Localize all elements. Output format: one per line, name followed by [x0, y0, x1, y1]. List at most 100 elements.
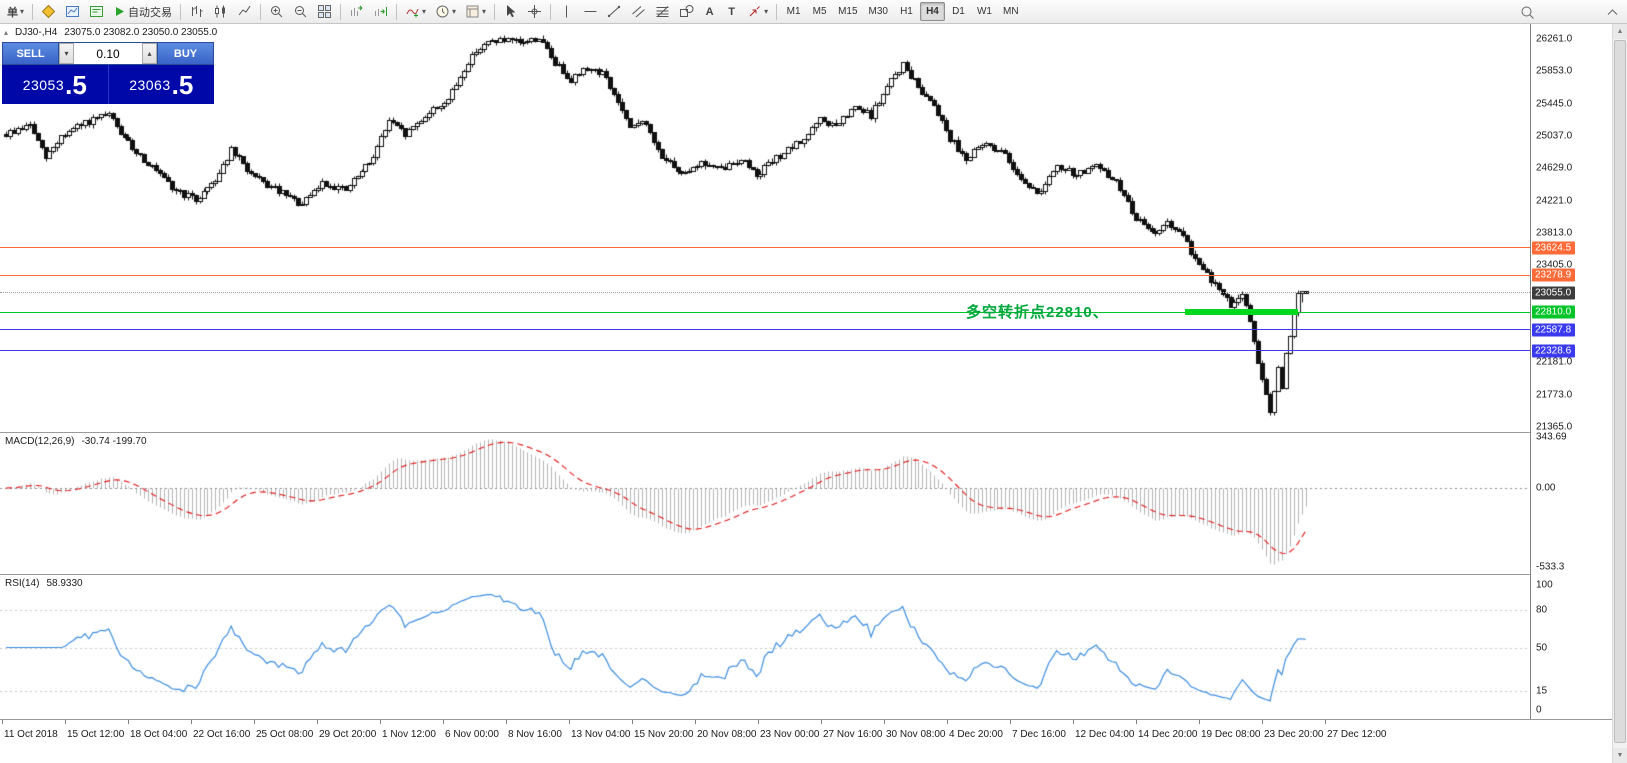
sell-price-main: 23053	[22, 76, 65, 93]
tile-windows-icon	[317, 4, 332, 19]
buy-button[interactable]: BUY	[157, 42, 214, 65]
arrows-button[interactable]: ▾	[743, 2, 772, 22]
price-tag-23624.5: 23624.5	[1532, 241, 1576, 255]
channel-button[interactable]	[627, 2, 650, 22]
main-chart-canvas[interactable]	[0, 24, 1530, 432]
data-window-icon	[65, 4, 80, 19]
community-icon	[41, 4, 56, 19]
symbol-header: ▴ DJ30-,H4 23075.0 23082.0 23050.0 23055…	[4, 27, 217, 38]
auto-scroll-button[interactable]	[345, 2, 368, 22]
volume-increase-button[interactable]: ▴	[142, 43, 157, 64]
candlestick-chart-button[interactable]	[209, 2, 232, 22]
search-icon	[1520, 5, 1535, 20]
scroll-up-button[interactable]: ▲	[1613, 24, 1627, 39]
macd-axis-label: 0.00	[1536, 482, 1556, 494]
indicators-button[interactable]: ▾	[401, 2, 430, 22]
cursor-button[interactable]	[499, 2, 522, 22]
timeframe-m5[interactable]: M5	[807, 2, 832, 21]
data-window-button[interactable]	[61, 2, 84, 22]
annotation-text: 多空转折点22810、	[966, 304, 1109, 321]
pane-separator[interactable]	[0, 574, 1612, 575]
play-icon	[113, 5, 126, 18]
price-tick: 21773.0	[1536, 389, 1573, 401]
rsi-value: 58.9330	[46, 578, 83, 589]
timeframe-h4[interactable]: H4	[919, 2, 945, 21]
timeframe-w1[interactable]: W1	[972, 2, 997, 21]
periods-button[interactable]: ▾	[431, 2, 460, 22]
price-tick: 21365.0	[1536, 421, 1573, 433]
buy-price[interactable]: 23063.5	[107, 65, 215, 104]
text-tool-button[interactable]: A	[699, 2, 720, 22]
crosshair-icon	[527, 4, 542, 19]
zoom-out-button[interactable]	[289, 2, 312, 22]
price-tag-22810.0: 22810.0	[1532, 305, 1576, 319]
line-chart-button[interactable]	[233, 2, 256, 22]
vertical-line-icon	[559, 4, 574, 19]
search-button[interactable]	[1516, 2, 1539, 22]
vertical-scrollbar[interactable]: ▲ ▼	[1612, 24, 1627, 763]
timeframe-m15[interactable]: M15	[833, 2, 862, 21]
timeframe-h1[interactable]: H1	[894, 2, 919, 21]
time-tick	[1010, 720, 1011, 724]
trendline-button[interactable]	[603, 2, 626, 22]
caret-down-icon: ▾	[452, 6, 457, 16]
macd-canvas[interactable]	[0, 433, 1530, 574]
timeframe-mn[interactable]: MN	[998, 2, 1024, 21]
time-tick	[947, 720, 948, 724]
time-label: 18 Oct 04:00	[130, 729, 188, 740]
time-tick	[884, 720, 885, 724]
toolbar-separator	[550, 3, 552, 20]
volume-decrease-button[interactable]: ▾	[59, 43, 74, 64]
zoom-in-button[interactable]	[265, 2, 288, 22]
fibonacci-button[interactable]	[651, 2, 674, 22]
sell-price[interactable]: 23053.5	[2, 65, 108, 104]
time-tick	[1262, 720, 1263, 724]
time-tick	[443, 720, 444, 724]
timeframe-d1[interactable]: D1	[946, 2, 971, 21]
time-label: 15 Oct 12:00	[67, 729, 125, 740]
time-tick	[821, 720, 822, 724]
collapse-toolbar-button[interactable]	[1601, 2, 1624, 22]
rsi-label: RSI(14) 58.9330	[5, 578, 83, 589]
templates-button[interactable]: ▾	[461, 2, 490, 22]
navigator-button[interactable]	[85, 2, 108, 22]
time-axis[interactable]: 11 Oct 2018 15 Oct 12:00 18 Oct 04:00 22 Oc…	[0, 720, 1612, 763]
new-order-button[interactable]: 单 ▾	[3, 2, 28, 22]
bar-chart-button[interactable]	[185, 2, 208, 22]
time-label: 1 Nov 12:00	[382, 729, 436, 740]
pane-separator[interactable]	[0, 719, 1612, 720]
macd-axis-label: -533.3	[1536, 561, 1565, 573]
indicators-icon	[405, 4, 420, 19]
time-label: 19 Dec 08:00	[1201, 729, 1261, 740]
macd-name: MACD(12,26,9)	[5, 436, 75, 447]
scroll-down-button[interactable]: ▼	[1613, 748, 1627, 763]
crosshair-button[interactable]	[523, 2, 546, 22]
chart-shift-icon	[373, 4, 388, 19]
community-button[interactable]	[37, 2, 60, 22]
chart-shift-button[interactable]	[369, 2, 392, 22]
horizontal-line-button[interactable]	[579, 2, 602, 22]
rsi-name: RSI(14)	[5, 578, 40, 589]
auto-trading-button[interactable]: 自动交易	[109, 2, 176, 22]
buy-price-frac: .5	[171, 69, 194, 100]
shapes-button[interactable]	[675, 2, 698, 22]
navigator-icon	[89, 4, 104, 19]
sell-button[interactable]: SELL	[2, 42, 59, 65]
label-tool-button[interactable]: T	[721, 2, 742, 22]
pane-separator[interactable]	[0, 432, 1612, 433]
arrow-object-icon	[747, 4, 762, 19]
timeframe-m1[interactable]: M1	[781, 2, 806, 21]
time-label: 25 Oct 08:00	[256, 729, 314, 740]
one-click-trading-panel: SELL ▾ 0.10 ▴ BUY 23053.5 23063.5	[2, 42, 214, 104]
macd-label: MACD(12,26,9) -30.74 -199.70	[5, 436, 147, 447]
volume-input[interactable]: 0.10	[96, 46, 120, 61]
tile-windows-button[interactable]	[313, 2, 336, 22]
rsi-canvas[interactable]	[0, 575, 1530, 719]
vertical-line-button[interactable]	[555, 2, 578, 22]
price-axis[interactable]: 26261.0 25853.0 25445.0 25037.0 24629.0 24221…	[1530, 24, 1612, 719]
scrollbar-thumb[interactable]	[1614, 40, 1626, 743]
time-label: 4 Dec 20:00	[949, 729, 1003, 740]
timeframe-m30[interactable]: M30	[864, 2, 893, 21]
time-tick	[506, 720, 507, 724]
time-label: 15 Nov 20:00	[634, 729, 694, 740]
